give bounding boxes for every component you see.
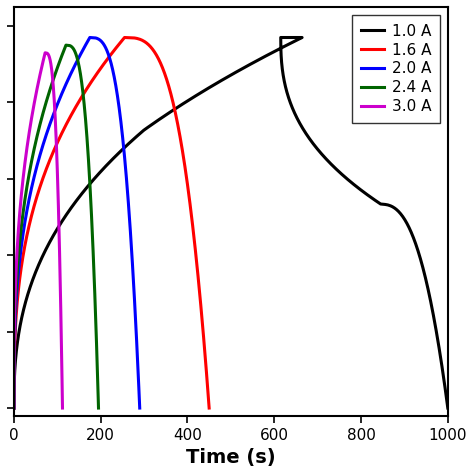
1.6 A <box>206 405 212 411</box>
1.6 A <box>11 405 17 411</box>
2.0 A <box>124 175 129 181</box>
1.0 A <box>299 35 305 40</box>
2.4 A <box>63 42 69 48</box>
2.0 A <box>11 392 17 397</box>
2.0 A <box>135 358 140 364</box>
1.0 A <box>11 405 17 411</box>
2.0 A <box>87 35 93 40</box>
3.0 A <box>59 360 64 365</box>
1.6 A <box>95 70 100 75</box>
1.6 A <box>17 273 23 278</box>
2.4 A <box>50 77 56 82</box>
1.6 A <box>11 392 17 397</box>
Line: 2.4 A: 2.4 A <box>14 45 99 408</box>
2.4 A <box>11 392 17 397</box>
2.4 A <box>14 275 19 281</box>
2.0 A <box>15 273 21 278</box>
2.0 A <box>11 405 17 411</box>
1.0 A <box>31 273 37 278</box>
2.0 A <box>137 405 143 411</box>
Line: 3.0 A: 3.0 A <box>14 53 63 408</box>
2.4 A <box>11 405 17 411</box>
3.0 A <box>42 50 48 55</box>
3.0 A <box>60 405 65 411</box>
Line: 1.0 A: 1.0 A <box>14 37 448 408</box>
1.6 A <box>147 44 153 49</box>
3.0 A <box>47 58 53 64</box>
1.0 A <box>438 358 444 364</box>
X-axis label: Time (s): Time (s) <box>186 448 276 467</box>
2.4 A <box>73 51 79 56</box>
1.0 A <box>232 70 238 75</box>
2.0 A <box>68 70 74 75</box>
1.6 A <box>203 358 209 364</box>
1.0 A <box>11 392 17 397</box>
2.4 A <box>94 359 100 365</box>
3.0 A <box>11 405 17 411</box>
2.4 A <box>96 405 101 411</box>
1.0 A <box>445 405 451 411</box>
2.0 A <box>102 44 108 49</box>
3.0 A <box>11 392 17 398</box>
1.6 A <box>184 175 190 181</box>
Line: 1.6 A: 1.6 A <box>14 37 209 408</box>
3.0 A <box>13 278 18 284</box>
Legend: 1.0 A, 1.6 A, 2.0 A, 2.4 A, 3.0 A: 1.0 A, 1.6 A, 2.0 A, 2.4 A, 3.0 A <box>352 15 440 123</box>
3.0 A <box>55 185 61 191</box>
Line: 2.0 A: 2.0 A <box>14 37 140 408</box>
3.0 A <box>35 84 40 90</box>
2.4 A <box>87 180 92 186</box>
1.6 A <box>122 35 128 40</box>
1.0 A <box>278 44 283 49</box>
1.0 A <box>343 175 349 181</box>
